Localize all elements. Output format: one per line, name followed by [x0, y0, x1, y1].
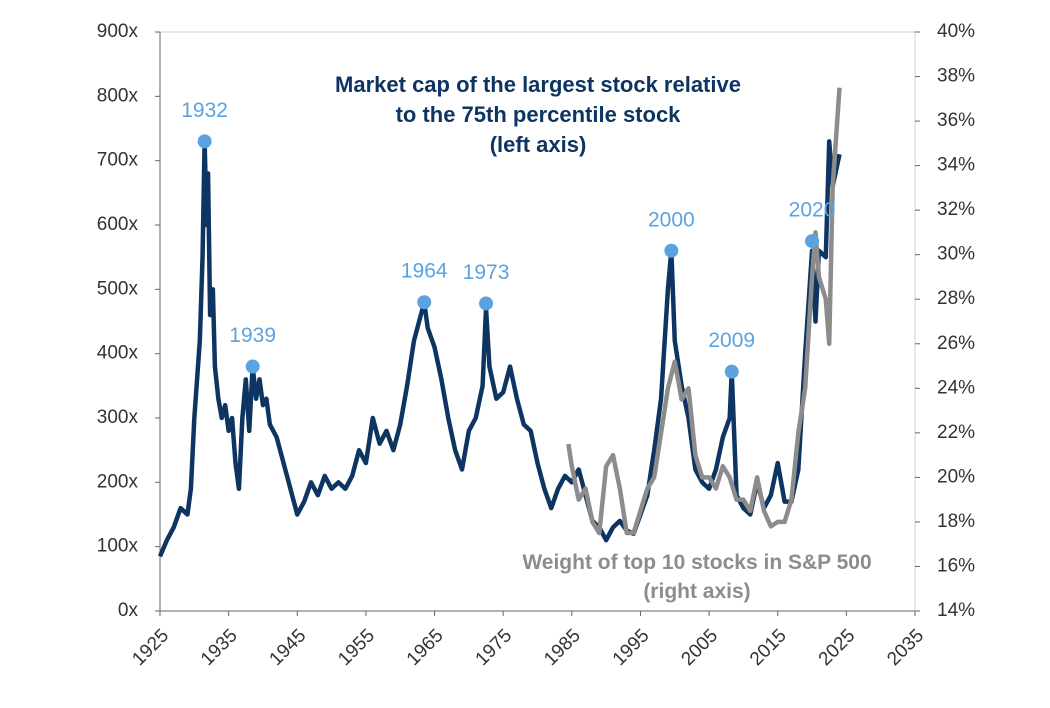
series-line: [157, 139, 842, 558]
annotation-dot: [245, 359, 260, 374]
annotation-dot: [479, 296, 494, 311]
y2-tick-label: 34%: [937, 155, 975, 176]
y2-tick-label: 26%: [937, 333, 975, 354]
y-tick-label: 100x: [97, 536, 139, 557]
y2-tick-label: 30%: [937, 244, 975, 265]
x-tick-label: 1995: [609, 625, 654, 670]
x-tick-label: 2015: [746, 625, 791, 670]
annotation-label: 2000: [648, 208, 695, 231]
y2-tick-label: 32%: [937, 199, 975, 220]
y2-tick-label: 22%: [937, 422, 975, 443]
y2-tick-label: 16%: [937, 555, 975, 576]
annotation-label: 2020: [789, 199, 836, 222]
y-tick-label: 700x: [97, 150, 139, 171]
y2-tick-label: 38%: [937, 66, 975, 87]
series-label: Market cap of the largest stock relative…: [335, 72, 741, 157]
annotation-label: 1939: [229, 324, 276, 347]
y-tick-label: 400x: [97, 343, 139, 364]
y-tick-label: 0x: [118, 600, 139, 621]
y-tick-label: 500x: [97, 278, 139, 299]
y2-tick-label: 40%: [937, 21, 975, 42]
annotation-dot: [724, 364, 739, 379]
annotation-label: 1932: [181, 99, 228, 122]
y-tick-label: 200x: [97, 471, 139, 492]
y2-tick-label: 18%: [937, 511, 975, 532]
x-tick-label: 1985: [540, 625, 585, 670]
y2-tick-label: 28%: [937, 288, 975, 309]
series-label: Weight of top 10 stocks in S&P 500 (righ…: [522, 551, 872, 603]
y-tick-label: 300x: [97, 407, 139, 428]
x-tick-label: 1975: [472, 625, 517, 670]
series-line: [566, 87, 842, 536]
x-tick-label: 1945: [266, 625, 311, 670]
y2-tick-label: 24%: [937, 377, 975, 398]
annotation-label: 2009: [708, 329, 755, 352]
y2-tick-label: 20%: [937, 466, 975, 487]
x-tick-label: 2025: [815, 625, 860, 670]
y-tick-label: 600x: [97, 214, 139, 235]
annotation-dot: [417, 295, 432, 310]
x-tick-label: 1955: [334, 625, 379, 670]
x-tick-label: 1935: [197, 625, 242, 670]
annotation-label: 1973: [463, 261, 510, 284]
x-tick-label: 2035: [883, 625, 928, 670]
y2-tick-label: 36%: [937, 110, 975, 131]
annotation-dot: [197, 134, 212, 149]
y2-tick-label: 14%: [937, 600, 975, 621]
y-tick-label: 800x: [97, 85, 139, 106]
annotation-dot: [664, 243, 679, 258]
annotation-label: 1964: [401, 260, 448, 283]
y-tick-label: 900x: [97, 21, 139, 42]
x-tick-label: 1925: [128, 625, 173, 670]
x-tick-label: 1965: [403, 625, 448, 670]
annotation-dot: [805, 234, 820, 249]
x-tick-label: 2005: [677, 625, 722, 670]
